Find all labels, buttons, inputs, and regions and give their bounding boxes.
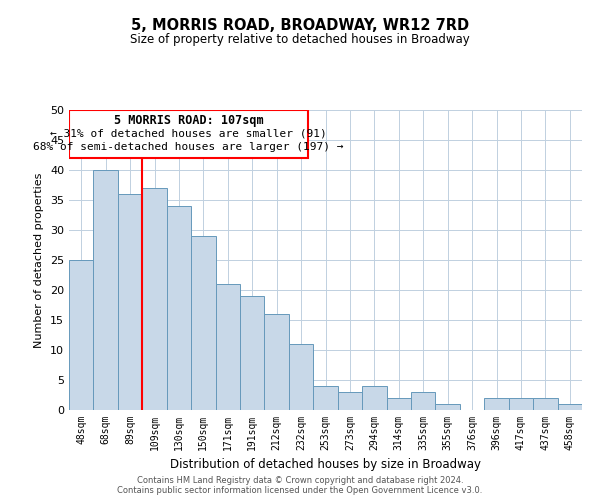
Bar bbox=[338, 392, 362, 410]
Text: Contains HM Land Registry data © Crown copyright and database right 2024.: Contains HM Land Registry data © Crown c… bbox=[137, 476, 463, 485]
Bar bbox=[362, 386, 386, 410]
Bar bbox=[142, 188, 167, 410]
Bar bbox=[557, 404, 582, 410]
Bar bbox=[386, 398, 411, 410]
Bar bbox=[69, 260, 94, 410]
Bar bbox=[265, 314, 289, 410]
Y-axis label: Number of detached properties: Number of detached properties bbox=[34, 172, 44, 348]
Bar bbox=[94, 170, 118, 410]
Text: 68% of semi-detached houses are larger (197) →: 68% of semi-detached houses are larger (… bbox=[34, 142, 344, 152]
Bar bbox=[411, 392, 436, 410]
Bar bbox=[215, 284, 240, 410]
Bar bbox=[289, 344, 313, 410]
Bar bbox=[118, 194, 142, 410]
Bar bbox=[191, 236, 215, 410]
Bar bbox=[509, 398, 533, 410]
Bar bbox=[533, 398, 557, 410]
Text: Size of property relative to detached houses in Broadway: Size of property relative to detached ho… bbox=[130, 32, 470, 46]
Bar bbox=[240, 296, 265, 410]
X-axis label: Distribution of detached houses by size in Broadway: Distribution of detached houses by size … bbox=[170, 458, 481, 471]
Bar bbox=[436, 404, 460, 410]
Text: Contains public sector information licensed under the Open Government Licence v3: Contains public sector information licen… bbox=[118, 486, 482, 495]
Bar bbox=[484, 398, 509, 410]
Bar bbox=[167, 206, 191, 410]
Text: 5 MORRIS ROAD: 107sqm: 5 MORRIS ROAD: 107sqm bbox=[114, 114, 263, 128]
Text: ← 31% of detached houses are smaller (91): ← 31% of detached houses are smaller (91… bbox=[50, 129, 327, 139]
FancyBboxPatch shape bbox=[69, 110, 308, 158]
Bar bbox=[313, 386, 338, 410]
Text: 5, MORRIS ROAD, BROADWAY, WR12 7RD: 5, MORRIS ROAD, BROADWAY, WR12 7RD bbox=[131, 18, 469, 32]
